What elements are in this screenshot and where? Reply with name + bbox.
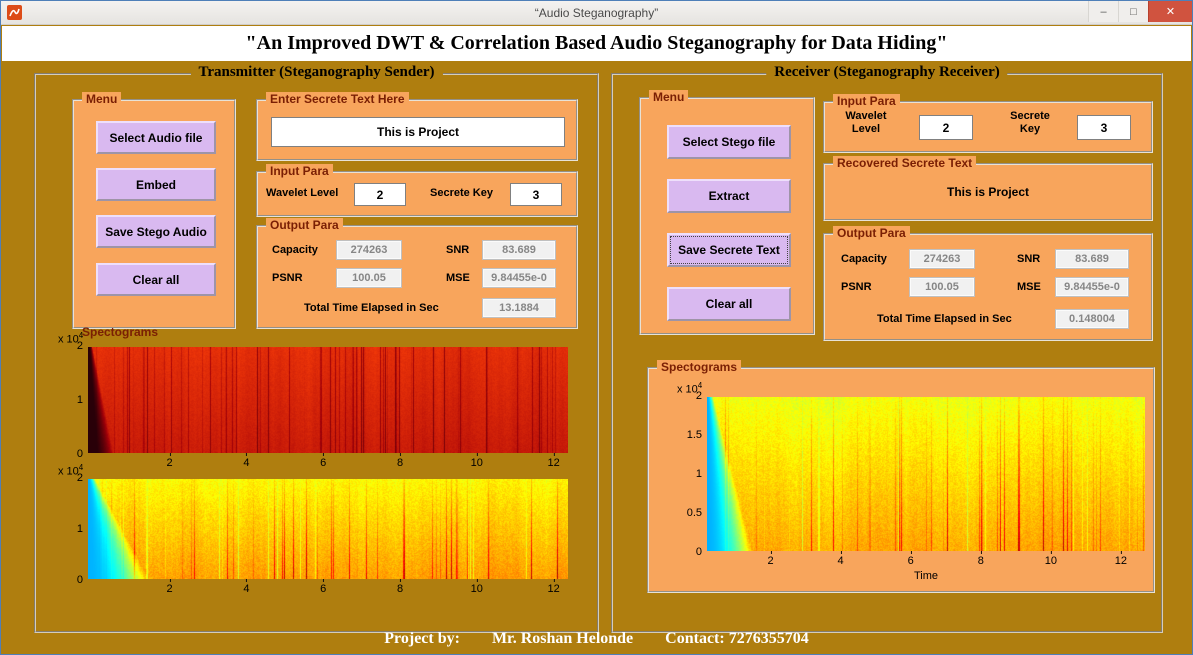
psnr-value-receiver: 100.05 [909,277,975,297]
footer-project-by: Project by: [384,630,460,647]
spectrogram-canvas-stego-audio [88,479,568,579]
psnr-label: PSNR [272,272,303,284]
transmitter-output-para-title: Output Para [266,218,343,232]
transmitter-panel: Transmitter (Steganography Sender) Menu … [34,64,599,633]
y-axis-exponent: x 104 [58,331,83,346]
exp-sup: 4 [78,463,84,472]
elapsed-time-label: Total Time Elapsed in Sec [304,302,439,314]
transmitter-menu-group: Menu Select Audio file Embed Save Stego … [72,92,236,329]
capacity-label: Capacity [272,244,318,256]
recovered-text-group-title: Recovered Secrete Text [833,156,977,170]
recovered-text-group: Recovered Secrete Text This is Project [823,156,1153,221]
y-axis-ticks: 2 1 0 [76,472,83,586]
receiver-menu-group: Menu Select Stego file Extract Save Secr… [639,90,815,335]
exp-base: x 10 [58,333,79,346]
exp-base: x 10 [58,465,79,478]
app-main-title: "An Improved DWT & Correlation Based Aud… [245,32,948,54]
transmitter-spectrogram-plot-1: x 104 2 1 0 2 4 6 8 10 12 [58,331,568,469]
y-axis-ticks: 2 1.5 1 0.5 0 [686,390,702,558]
save-stego-audio-button[interactable]: Save Stego Audio [96,215,216,248]
wavelet-level-label-receiver: Wavelet Level [845,110,887,136]
secrete-key-input-receiver[interactable] [1077,115,1131,140]
select-audio-file-button[interactable]: Select Audio file [96,121,216,154]
elapsed-time-value: 13.1884 [482,298,556,318]
clear-all-button-transmitter[interactable]: Clear all [96,263,216,296]
y-axis-exponent: x 104 [58,463,83,478]
window-controls: – □ ✕ [1088,1,1192,22]
mse-label: MSE [446,272,470,284]
secrete-key-label: Secrete Key [430,187,493,199]
receiver-spectrogram-plot: x 104 2 1.5 1 0.5 0 2 4 6 8 10 12 Tim [677,381,1145,582]
psnr-value: 100.05 [336,268,402,288]
wavelet-level-input-transmitter[interactable] [354,183,406,206]
snr-value: 83.689 [482,240,556,260]
minimize-button[interactable]: – [1088,1,1118,22]
capacity-value: 274263 [336,240,402,260]
recovered-text-value: This is Project [946,185,1030,199]
receiver-panel: Receiver (Steganography Receiver) Menu S… [611,64,1163,633]
x-axis-ticks: 2 4 6 8 10 12 [166,453,560,469]
x-axis-ticks: 2 4 6 8 10 12 [166,579,560,595]
receiver-menu-title: Menu [649,90,689,104]
receiver-spectograms-group: Spectograms x 104 2 1.5 1 0.5 0 2 4 6 8 … [647,360,1155,593]
receiver-output-para-title: Output Para [833,226,910,240]
spectrogram-canvas-original-audio [88,347,568,453]
wavelet-level-input-receiver[interactable] [919,115,973,140]
secret-text-group: Enter Secrete Text Here [256,92,578,161]
clear-all-button-receiver[interactable]: Clear all [667,287,791,321]
mse-label-receiver: MSE [1017,281,1041,293]
receiver-input-para-title: Input Para [833,94,900,108]
exp-sup: 4 [78,331,84,340]
elapsed-time-label-receiver: Total Time Elapsed in Sec [877,313,1012,325]
footer-author: Mr. Roshan Helonde [491,630,634,647]
extract-button[interactable]: Extract [667,179,791,213]
header-strip: "An Improved DWT & Correlation Based Aud… [2,26,1191,61]
receiver-output-para-group: Output Para Capacity 274263 SNR 83.689 P… [823,226,1153,341]
y-axis-exponent: x 104 [677,381,702,396]
capacity-value-receiver: 274263 [909,249,975,269]
x-axis-ticks: 2 4 6 8 10 12 [767,551,1128,567]
y-axis-ticks: 2 1 0 [76,340,83,460]
capacity-label-receiver: Capacity [841,253,887,265]
save-secrete-text-button[interactable]: Save Secrete Text [667,233,791,267]
matlab-icon [7,5,22,20]
secrete-key-label-receiver: Secrete Key [1010,110,1050,136]
close-button[interactable]: ✕ [1148,1,1192,22]
exp-base: x 10 [677,383,698,396]
snr-value-receiver: 83.689 [1055,249,1129,269]
x-axis-label-time: Time [913,570,939,582]
psnr-label-receiver: PSNR [841,281,872,293]
wavelet-level-label: Wavelet Level [266,187,339,199]
secret-text-input[interactable] [271,117,565,147]
transmitter-panel-title: Transmitter (Steganography Sender) [190,64,443,81]
transmitter-output-para-group: Output Para Capacity 274263 SNR 83.689 P… [256,218,578,329]
snr-label: SNR [446,244,470,256]
footer-credit: Project by: Mr. Roshan Helonde Contact: … [1,630,1192,648]
snr-label-receiver: SNR [1017,253,1041,265]
title-bar: “Audio Steganography” – □ ✕ [1,1,1192,25]
secrete-key-input-transmitter[interactable] [510,183,562,206]
transmitter-input-para-group: Input Para Wavelet Level Secrete Key [256,164,578,217]
maximize-button[interactable]: □ [1118,1,1148,22]
transmitter-input-para-title: Input Para [266,164,333,178]
footer-contact: Contact: 7276355704 [665,630,809,647]
embed-button[interactable]: Embed [96,168,216,201]
select-stego-file-button[interactable]: Select Stego file [667,125,791,159]
transmitter-spectograms-label: Spectograms [82,325,159,339]
exp-sup: 4 [697,381,703,390]
window-title: “Audio Steganography” [534,6,659,20]
spectrogram-canvas-recovered-audio [707,397,1145,551]
receiver-input-para-group: Input Para Wavelet Level Secrete Key [823,94,1153,153]
mse-value-receiver: 9.84455e-0 [1055,277,1129,297]
receiver-panel-title: Receiver (Steganography Receiver) [766,64,1008,81]
transmitter-menu-title: Menu [82,92,122,106]
receiver-spectograms-title: Spectograms [657,360,742,374]
elapsed-time-value-receiver: 0.148004 [1055,309,1129,329]
mse-value: 9.84455e-0 [482,268,556,288]
transmitter-spectrogram-plot-2: x 104 2 1 0 2 4 6 8 10 12 [58,463,568,595]
secret-text-group-title: Enter Secrete Text Here [266,92,409,106]
